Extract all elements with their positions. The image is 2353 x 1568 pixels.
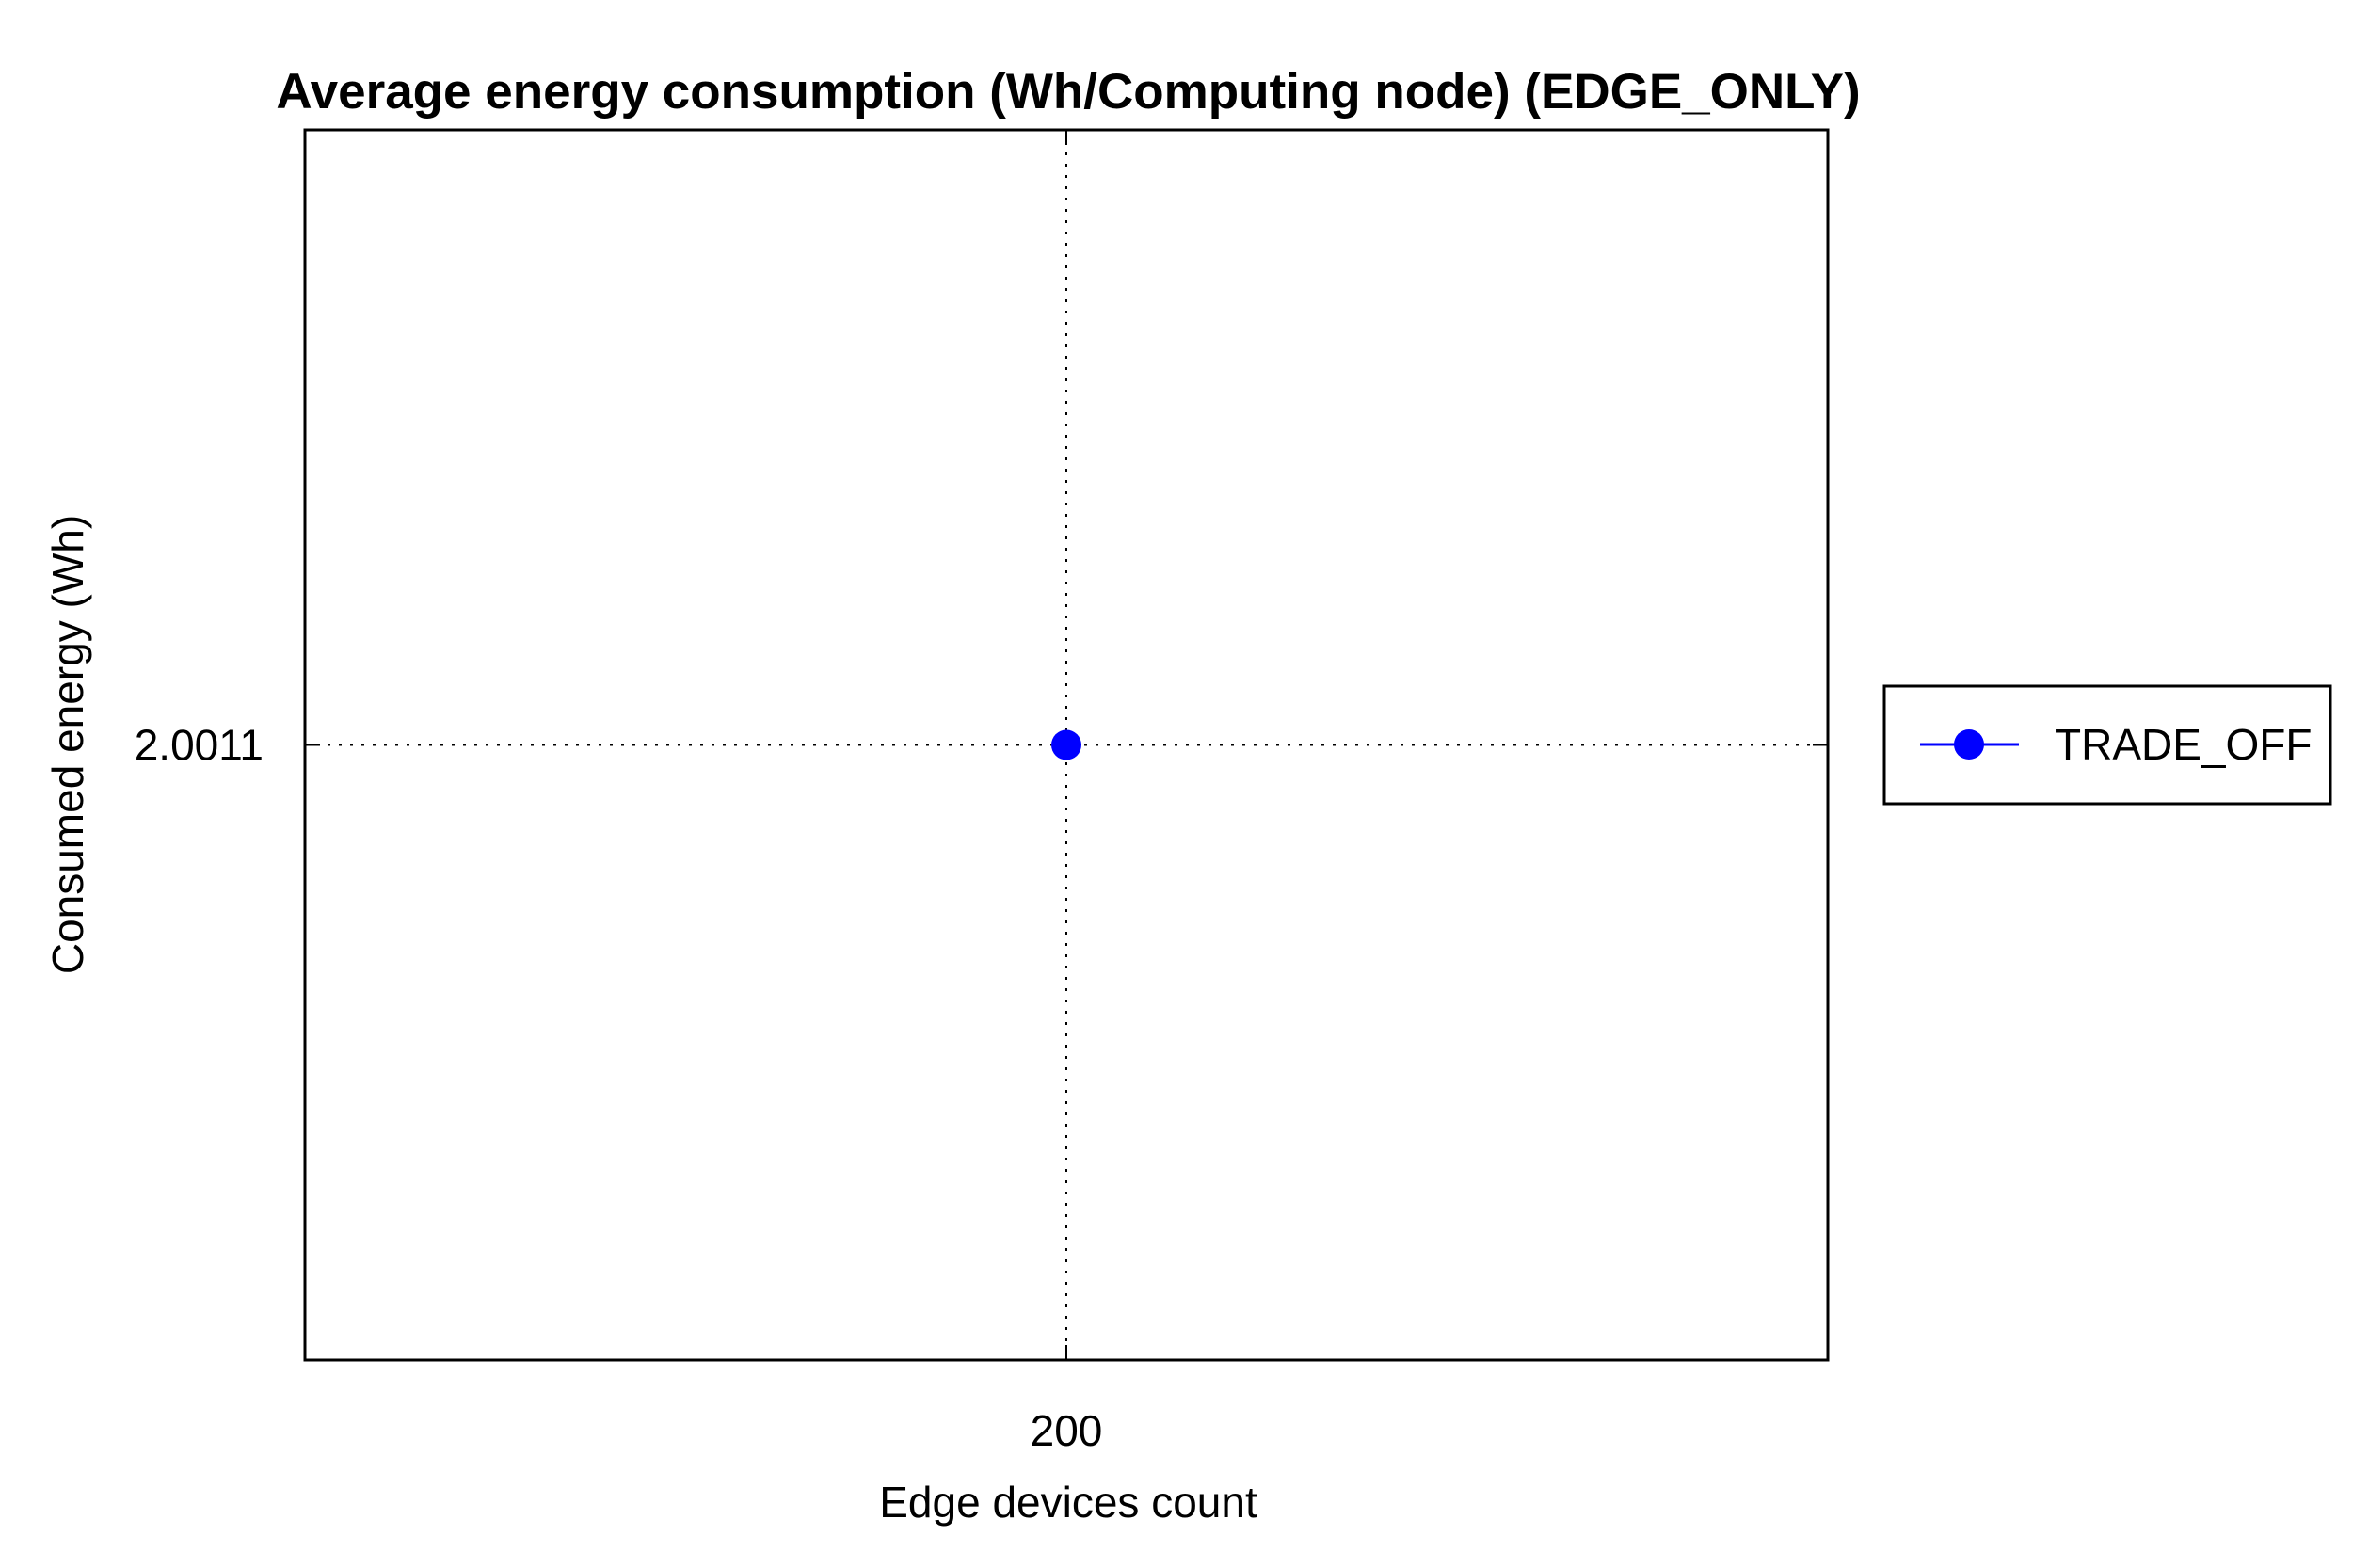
data-point-trade-off-0 xyxy=(1051,729,1081,760)
y-axis-label: Consumed energy (Wh) xyxy=(43,515,92,974)
legend-marker-trade-off xyxy=(1954,729,1984,760)
y-tick-label: 2.0011 xyxy=(135,721,264,770)
legend: TRADE_OFF xyxy=(1882,684,2332,806)
series-layer xyxy=(1051,729,1081,760)
x-axis-label: Edge devices count xyxy=(879,1478,1257,1527)
chart-title: Average energy consumption (Wh/Computing… xyxy=(276,64,1860,120)
x-tick-label: 200 xyxy=(1031,1406,1103,1455)
plot-area xyxy=(303,128,1830,1362)
legend-label-trade-off: TRADE_OFF xyxy=(2055,720,2312,769)
